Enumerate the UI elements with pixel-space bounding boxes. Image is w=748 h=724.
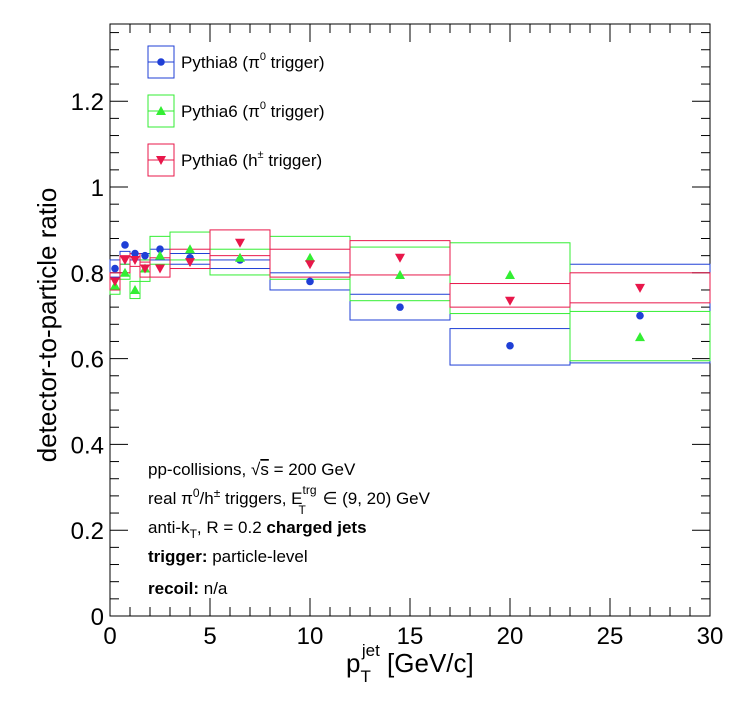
data-point-triangle-up <box>155 250 165 260</box>
data-point-triangle-down <box>120 255 130 265</box>
legend-label: Pythia6 (π0 trigger) <box>181 100 325 121</box>
x-tick-label: 0 <box>103 623 116 650</box>
data-point-circle <box>636 311 644 320</box>
data-point-circle <box>396 303 404 311</box>
legend-label: Pythia6 (h± trigger) <box>181 149 322 170</box>
data-point-circle <box>306 277 314 286</box>
error-box <box>569 272 711 304</box>
legend-marker-circle <box>157 58 165 66</box>
data-point-triangle-up <box>505 269 515 279</box>
annotation-block: pp-collisions, √s = 200 GeV real π0/h± t… <box>148 460 431 598</box>
x-tick-label: 25 <box>597 623 624 650</box>
x-tick-label: 15 <box>397 623 424 650</box>
data-point-triangle-up <box>120 267 130 277</box>
data-point-triangle-down <box>505 296 515 306</box>
error-box <box>569 310 711 362</box>
data-point-triangle-up <box>635 332 645 342</box>
annotation-line-triggers: real π0/h± triggers, Etrg T ∈ (9, 20) GeV <box>148 483 431 517</box>
y-tick-label: 0.4 <box>71 432 104 459</box>
data-point-triangle-down <box>235 238 245 248</box>
data-point-triangle-down <box>110 277 120 287</box>
data-point-triangle-down <box>155 264 165 274</box>
data-point-triangle-up <box>395 269 405 279</box>
data-point-circle <box>121 241 129 249</box>
y-tick-label: 1.2 <box>71 89 104 116</box>
data-point-triangle-down <box>305 260 315 270</box>
data-point-circle <box>131 249 139 258</box>
x-tick-label: 10 <box>297 623 324 650</box>
x-axis-title: pTjet [GeV/c] <box>346 641 474 686</box>
data-point-circle <box>141 251 149 260</box>
data-point-triangle-up <box>305 252 315 262</box>
x-tick-label: 20 <box>497 623 524 650</box>
data-point-triangle-down <box>395 253 405 263</box>
data-point-triangle-down <box>130 255 140 265</box>
legend: Pythia8 (π0 trigger) Pythia6 (π0 trigger)… <box>147 45 325 177</box>
data-point-triangle-up <box>235 252 245 262</box>
annotation-line-recoil: recoil: n/a <box>148 579 228 598</box>
annotation-line-trigger-level: trigger: particle-level <box>148 547 308 566</box>
x-axis-title-sub: T <box>360 667 370 686</box>
data-point-triangle-down <box>185 258 195 268</box>
data-point-triangle-up <box>130 284 140 294</box>
data-point-triangle-down <box>140 264 150 274</box>
y-tick-label: 0.2 <box>71 518 104 545</box>
y-axis-title: detector-to-particle ratio <box>32 188 62 463</box>
x-axis-title-unit: [GeV/c] <box>380 648 474 678</box>
x-tick-label: 30 <box>697 623 724 650</box>
data-point-triangle-down <box>635 283 645 293</box>
data-markers <box>110 238 645 350</box>
error-box <box>109 272 121 291</box>
data-point-circle <box>111 264 119 273</box>
legend-marker-triangle-down <box>156 156 166 165</box>
legend-label: Pythia8 (π0 trigger) <box>181 51 325 72</box>
y-tick-label: 0.6 <box>71 347 104 374</box>
data-point-triangle-up <box>185 244 195 254</box>
annotation-line-jets: anti-kT, R = 0.2 charged jets <box>148 518 367 541</box>
error-box <box>129 280 141 300</box>
x-axis-title-main: p <box>346 648 360 678</box>
y-tick-label: 0 <box>91 604 104 631</box>
x-tick-label: 5 <box>203 623 216 650</box>
x-axis-title-sup: jet <box>361 641 380 660</box>
data-point-circle <box>156 245 164 254</box>
legend-marker-triangle-up <box>156 106 166 115</box>
y-tick-label: 1 <box>91 175 104 202</box>
annotation-line-collisions: pp-collisions, √s = 200 GeV <box>148 460 356 479</box>
data-point-circle <box>506 341 514 350</box>
y-tick-label: 0.8 <box>71 261 104 288</box>
